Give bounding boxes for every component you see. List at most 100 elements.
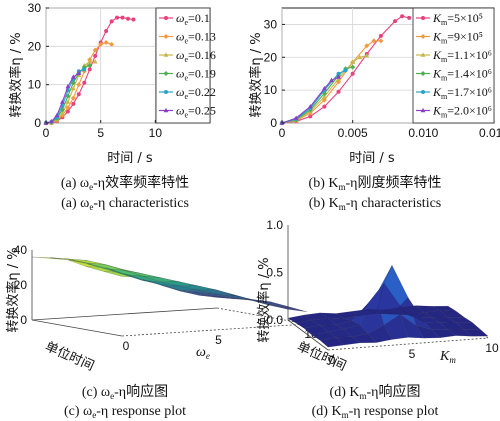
x-tick-label: 0.015: [479, 126, 500, 140]
data-point: [322, 104, 327, 109]
data-point: [104, 29, 109, 33]
axis-line: [31, 319, 123, 337]
data-point: [120, 15, 125, 20]
legend-label: ωe=0.19: [176, 67, 216, 83]
legend-label: ωe=0.13: [176, 30, 216, 46]
legend-marker: [164, 90, 168, 94]
data-point: [407, 15, 412, 20]
legend-box: [155, 7, 211, 124]
data-point: [71, 101, 76, 106]
panel-c-surface: [31, 256, 308, 312]
data-point: [92, 47, 98, 53]
data-point: [65, 105, 71, 111]
legend-box: [412, 7, 495, 124]
data-point: [82, 67, 87, 72]
data-point: [70, 85, 76, 91]
x-tick-label: 10: [485, 341, 499, 355]
legend-marker: [421, 90, 425, 94]
data-point: [350, 64, 356, 70]
legend-marker: [163, 34, 169, 39]
data-point: [378, 38, 384, 44]
data-point: [54, 112, 60, 118]
legend-marker: [420, 34, 426, 39]
panel-b-xlabel: 时间 / s: [349, 151, 395, 166]
panel-b-legend: Km=5×10⁵ Km=9×10⁵ Km=1.1×10⁶ Km=1.4×10⁶ Km=1…: [412, 7, 495, 124]
legend-label: ωe=0.1: [176, 11, 210, 27]
z-tick-label: 40: [14, 243, 28, 257]
x-tick-label: 0: [43, 126, 50, 140]
legend-marker: [420, 107, 426, 113]
axis-line: [216, 307, 308, 325]
data-point: [336, 71, 341, 76]
y-tick-label: 20: [28, 39, 42, 53]
z-tick-label: 20: [14, 278, 28, 292]
data-point: [357, 54, 363, 60]
data-point: [92, 59, 98, 64]
caption-a-en-text: characteristics: [105, 196, 189, 211]
data-point: [65, 99, 71, 104]
legend-label: Km=5×10⁵: [432, 11, 483, 27]
surface-patch: [463, 328, 489, 337]
y-tick-label: 10: [264, 83, 278, 97]
data-point: [393, 19, 398, 24]
caption-a-cn: (a) ωe-η效率频率特性: [61, 174, 189, 192]
y-tick-label: 0: [270, 116, 277, 130]
series-line: [281, 76, 339, 124]
axis-line: [287, 319, 329, 351]
legend-marker: [163, 71, 169, 76]
data-point: [109, 41, 115, 47]
data-point: [82, 80, 87, 85]
legend-label: ωe=0.22: [176, 85, 216, 101]
surface-patch: [198, 295, 236, 300]
surface-patch: [439, 310, 465, 318]
legend-label: Km=1.7×10⁶: [432, 85, 492, 101]
x-tick-label: 0: [329, 353, 336, 367]
data-point: [98, 41, 104, 47]
axis-line: [31, 307, 218, 321]
legend-marker: [163, 107, 169, 113]
caption-d-cn-text: 响应图: [378, 383, 420, 400]
data-point: [70, 74, 76, 79]
x-tick-label: 0.005: [338, 126, 368, 140]
caption-c-cn: (c) ωe-η响应图: [82, 383, 168, 401]
panel-a-y-ticks: 0 10 20 30: [28, 1, 49, 130]
panel-c-ylabel: 单位时间: [43, 339, 97, 374]
data-point: [293, 115, 299, 120]
data-point: [322, 85, 327, 91]
panel-d-surface: [287, 264, 489, 348]
x-tick-label: 0: [279, 126, 286, 140]
legend-marker: [163, 52, 169, 57]
y-tick-label: 30: [264, 17, 278, 31]
panel-b-y-ticks: 0 10 20 30: [264, 17, 285, 130]
data-point: [70, 95, 76, 101]
data-point: [400, 14, 405, 19]
z-tick-label: 0.0: [266, 313, 283, 327]
axis-line: [121, 323, 308, 337]
data-point: [350, 71, 355, 76]
data-point: [343, 68, 348, 73]
x-tick-label: 5: [409, 347, 416, 361]
data-point: [60, 110, 65, 116]
data-point: [371, 38, 377, 44]
panel-a-xlabel: 时间 / s: [107, 151, 153, 166]
panel-d-ticks: 0.0 0.5 1.0 0 5 10: [266, 218, 499, 367]
data-point: [350, 59, 356, 65]
data-point: [336, 89, 341, 94]
x-tick-label: 5: [97, 126, 104, 140]
panel-b-ylabel: 转换效率η / %: [248, 32, 264, 117]
panel-a-x-ticks: 0 5 10: [43, 120, 162, 140]
surface-patch: [447, 316, 473, 323]
caption-b-en-text: characteristics: [358, 196, 442, 211]
y-tick-label: 10: [28, 78, 42, 92]
legend-marker: [420, 52, 426, 57]
z-tick-label: 1.0: [266, 218, 283, 232]
legend-label: Km=1.1×10⁶: [432, 48, 492, 64]
data-point: [87, 63, 93, 68]
caption-b-en: (b) Km-η characteristics: [309, 196, 442, 212]
y-tick-label: 30: [28, 1, 42, 15]
data-point: [65, 83, 71, 89]
caption-d-en: (d) Km-η response plot: [312, 404, 439, 420]
data-point: [364, 43, 370, 49]
panel-a-legend: ωe=0.1 ωe=0.13 ωe=0.16 ωe=0.19 ωe=0.22 ωe=0.2…: [155, 7, 216, 124]
data-point: [378, 33, 383, 38]
